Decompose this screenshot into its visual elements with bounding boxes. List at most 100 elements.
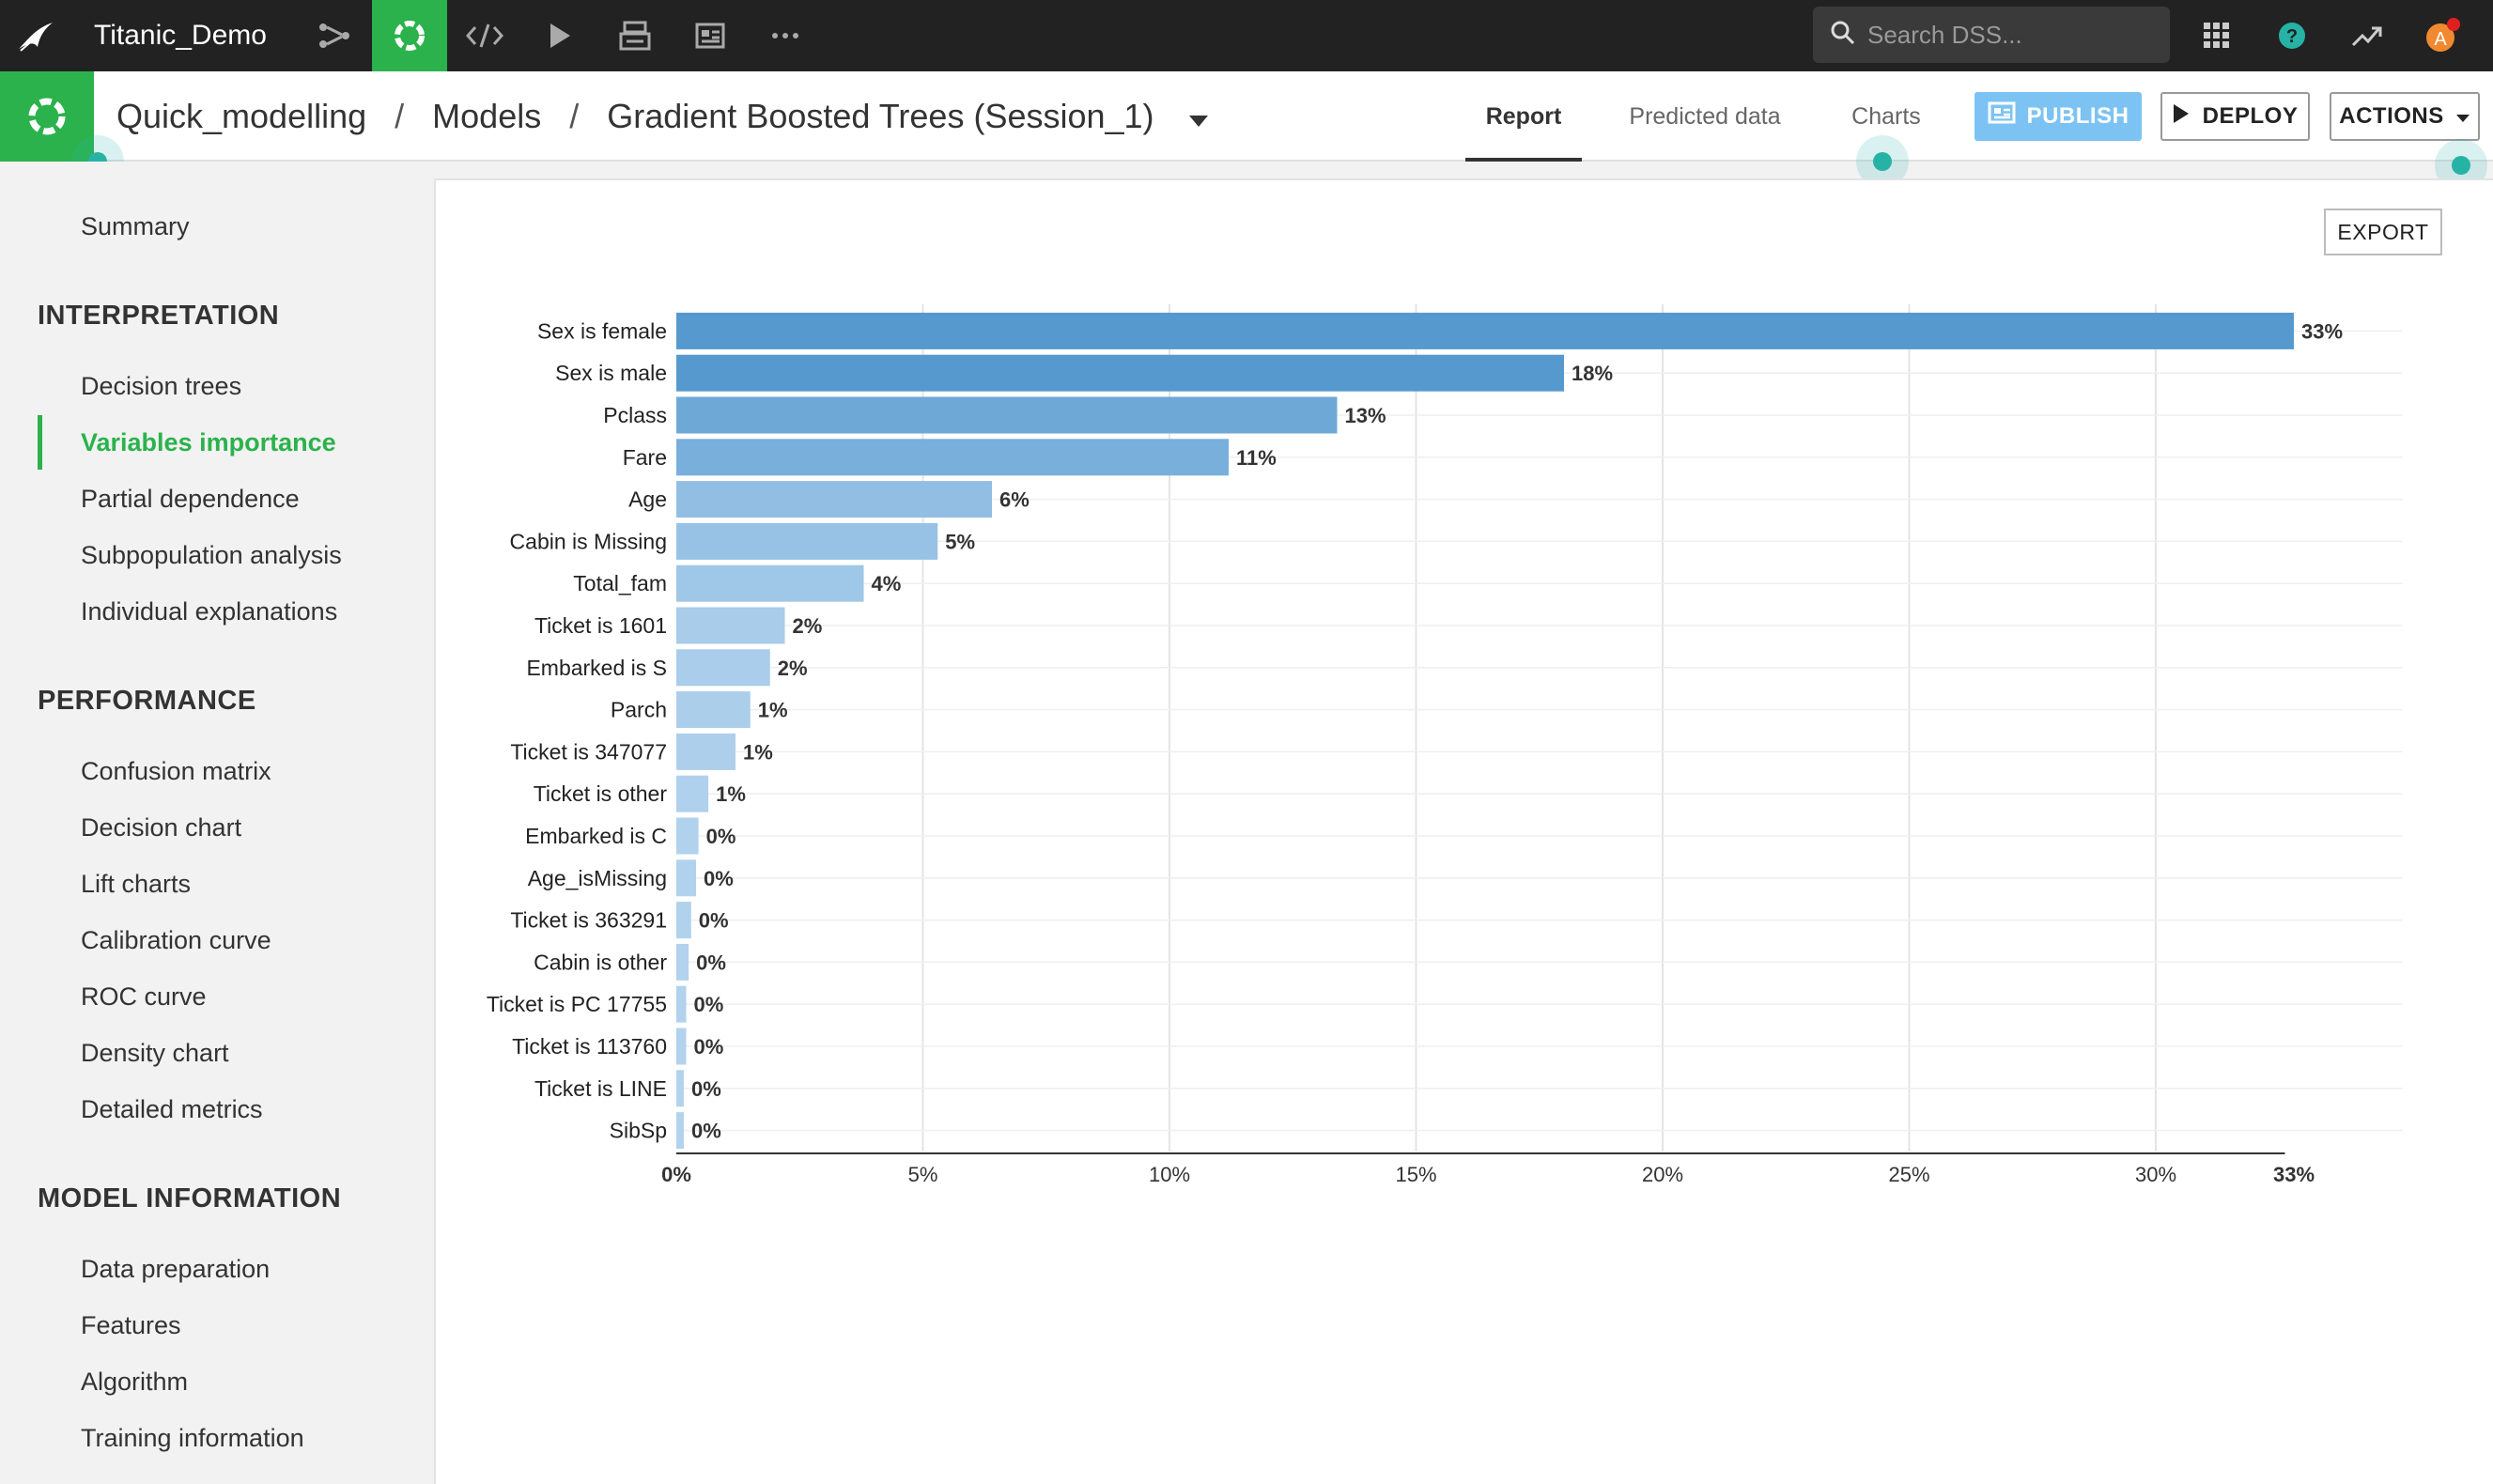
publish-button[interactable]: PUBLISH: [1974, 92, 2142, 141]
sidebar-item-lift-charts[interactable]: Lift charts: [81, 870, 192, 898]
run-icon[interactable]: [522, 0, 597, 71]
bar: [676, 649, 770, 687]
bar-value-label: 13%: [1345, 404, 1386, 427]
bar: [676, 312, 2294, 349]
sidebar-item-individual-explanations[interactable]: Individual explanations: [81, 597, 338, 626]
bar-value-label: 1%: [743, 740, 773, 764]
dataiku-logo-icon[interactable]: [0, 0, 71, 71]
bar: [676, 522, 938, 560]
tab-report[interactable]: Report: [1465, 71, 1582, 162]
actions-label: ACTIONS: [2339, 103, 2444, 129]
sidebar-item-density-chart[interactable]: Density chart: [81, 1039, 229, 1067]
bar-value-label: 2%: [793, 614, 823, 638]
search-icon: [1830, 20, 1856, 51]
dashboard-icon[interactable]: [673, 0, 748, 71]
bar-value-label: 0%: [694, 1035, 724, 1059]
report-panel: [434, 178, 2493, 1484]
bar: [676, 564, 864, 602]
sidebar-item-calibration-curve[interactable]: Calibration curve: [81, 926, 271, 954]
category-label: Embarked is S: [526, 656, 667, 680]
bar: [676, 439, 1229, 476]
sidebar-item-roc-curve[interactable]: ROC curve: [81, 982, 207, 1011]
x-tick-label: 10%: [1149, 1163, 1190, 1186]
tab-charts[interactable]: Charts: [1851, 103, 1921, 130]
tab-predicted-data[interactable]: Predicted data: [1629, 103, 1781, 130]
model-header: Quick_modelling / Models / Gradient Boos…: [0, 71, 2493, 162]
search-input[interactable]: [1867, 20, 2149, 50]
sidebar-item-features[interactable]: Features: [81, 1311, 181, 1339]
category-label: Ticket is 1601: [534, 613, 667, 638]
sidebar-item-training-information[interactable]: Training information: [81, 1424, 304, 1452]
deploy-label: DEPLOY: [2202, 103, 2299, 129]
bar-value-label: 6%: [999, 488, 1030, 512]
svg-text:?: ?: [2286, 26, 2298, 47]
section-performance: PERFORMANCE: [38, 686, 256, 716]
sidebar-item-decision-trees[interactable]: Decision trees: [81, 372, 242, 400]
export-button[interactable]: EXPORT: [2324, 209, 2442, 255]
bar-value-label: 1%: [716, 782, 746, 806]
bar: [676, 1112, 684, 1150]
sidebar-item-subpopulation-analysis[interactable]: Subpopulation analysis: [81, 541, 342, 569]
sidebar-item-summary[interactable]: Summary: [81, 212, 190, 240]
bar-value-label: 33%: [2301, 319, 2343, 343]
top-navigation-bar: Titanic_Demo ? A: [0, 0, 2493, 71]
category-label: Total_fam: [573, 571, 667, 595]
sidebar-item-confusion-matrix[interactable]: Confusion matrix: [81, 757, 271, 785]
visual-analysis-icon[interactable]: [0, 71, 94, 162]
caret-down-icon: [2455, 103, 2470, 130]
bar: [676, 943, 689, 981]
category-label: Cabin is Missing: [510, 529, 667, 553]
breadcrumb-models[interactable]: Models: [432, 97, 542, 135]
flow-icon[interactable]: [297, 0, 372, 71]
wiki-icon[interactable]: [597, 0, 673, 71]
sidebar-item-algorithm[interactable]: Algorithm: [81, 1368, 189, 1396]
bar: [676, 902, 691, 939]
bar-value-label: 18%: [1572, 362, 1613, 385]
apps-grid-icon[interactable]: [2189, 0, 2245, 71]
x-tick-label: 20%: [1642, 1163, 1683, 1186]
bar-value-label: 0%: [706, 825, 736, 848]
section-model-information: MODEL INFORMATION: [38, 1183, 342, 1213]
category-label: Fare: [623, 445, 667, 470]
x-tick-label: 33%: [2273, 1163, 2315, 1186]
x-tick-label: 25%: [1888, 1163, 1929, 1186]
x-tick-label: 0%: [661, 1163, 691, 1186]
lab-icon[interactable]: [372, 0, 447, 71]
breadcrumb-model[interactable]: Gradient Boosted Trees (Session_1): [607, 97, 1154, 135]
sidebar-item-decision-chart[interactable]: Decision chart: [81, 813, 242, 842]
bar: [676, 1028, 687, 1065]
bar: [676, 607, 785, 644]
bar: [676, 691, 751, 729]
actions-dropdown[interactable]: ACTIONS: [2330, 92, 2480, 141]
sidebar-item-variables-importance[interactable]: Variables importance: [81, 428, 336, 456]
report-sidebar: Summary INTERPRETATION Decision trees Va…: [0, 162, 434, 1484]
sidebar-item-partial-dependence[interactable]: Partial dependence: [81, 485, 300, 513]
category-label: Ticket is 347077: [510, 739, 667, 764]
play-icon: [2173, 103, 2190, 131]
chevron-down-icon[interactable]: [1188, 97, 1209, 136]
bar-value-label: 0%: [696, 951, 726, 974]
deploy-button[interactable]: DEPLOY: [2160, 92, 2310, 141]
sidebar-item-data-preparation[interactable]: Data preparation: [81, 1255, 271, 1283]
help-icon[interactable]: ?: [2264, 0, 2320, 71]
bar: [676, 817, 699, 855]
bar-value-label: 4%: [872, 572, 902, 595]
category-label: Pclass: [603, 403, 667, 427]
search-box[interactable]: [1813, 7, 2170, 63]
project-name[interactable]: Titanic_Demo: [94, 20, 267, 51]
activity-trend-icon[interactable]: [2339, 0, 2395, 71]
bar: [676, 1070, 684, 1107]
more-icon[interactable]: [748, 0, 823, 71]
code-icon[interactable]: [447, 0, 522, 71]
bar-value-label: 1%: [758, 699, 788, 722]
breadcrumb-separator: /: [569, 97, 580, 135]
bar-value-label: 0%: [694, 993, 724, 1016]
bar-value-label: 0%: [704, 867, 734, 890]
bar-value-label: 2%: [778, 657, 808, 680]
user-avatar[interactable]: A: [2414, 0, 2470, 71]
sidebar-item-detailed-metrics[interactable]: Detailed metrics: [81, 1095, 263, 1123]
publish-icon: [1988, 101, 2016, 132]
breadcrumb-analysis[interactable]: Quick_modelling: [116, 97, 367, 135]
bar: [676, 396, 1338, 434]
breadcrumb: Quick_modelling / Models / Gradient Boos…: [116, 71, 1209, 162]
